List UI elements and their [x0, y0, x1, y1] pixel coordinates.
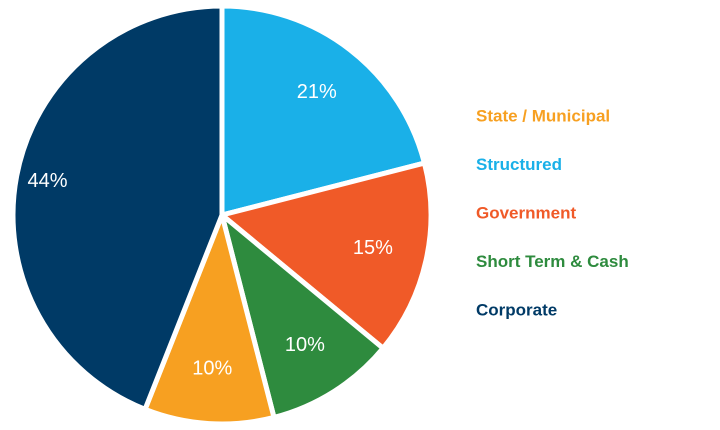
value-label: 10%	[285, 334, 325, 356]
legend-label: State / Municipal	[476, 106, 610, 125]
value-label: 10%	[192, 358, 232, 380]
value-label: 21%	[297, 81, 337, 103]
value-label: 44%	[27, 170, 67, 192]
pie-slice	[219, 3, 427, 218]
legend-label: Government	[476, 203, 576, 222]
legend-label: Short Term & Cash	[476, 252, 629, 271]
legend-label: Corporate	[476, 300, 557, 319]
pie-slice	[142, 212, 277, 427]
value-label: 15%	[353, 237, 393, 259]
legend-label: Structured	[476, 155, 562, 174]
pie-slice	[10, 3, 225, 412]
pie-slice	[219, 160, 434, 351]
